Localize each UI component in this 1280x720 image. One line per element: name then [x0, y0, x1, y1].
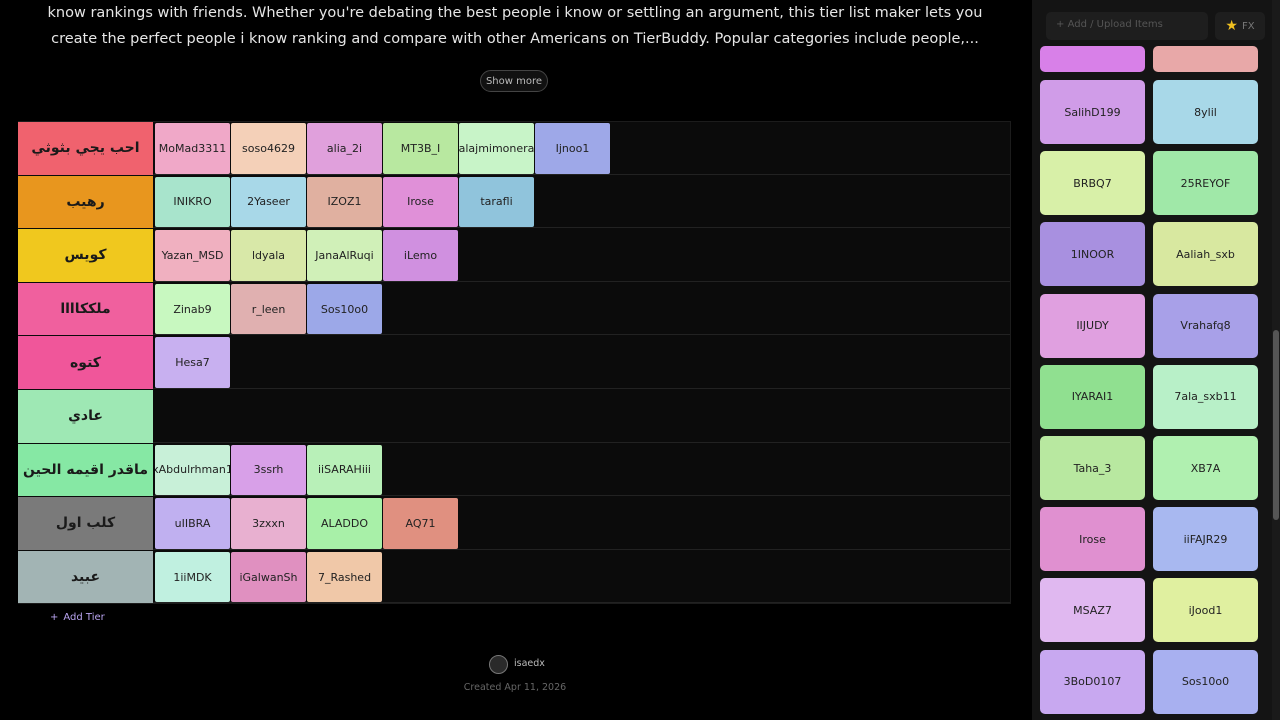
sidebar-item[interactable]: Taha_3	[1040, 436, 1145, 500]
tier-row	[153, 336, 1010, 389]
tier-item[interactable]: AQ71	[383, 498, 458, 549]
sidebar-item[interactable]: 7ala_sxb11	[1153, 364, 1258, 429]
tier-item[interactable]: 1iiMDK	[155, 551, 230, 603]
tier-item[interactable]: iLemo	[383, 230, 458, 281]
tier-item[interactable]: 3ssrh	[231, 444, 306, 496]
tier-item[interactable]: Zinab9	[155, 283, 230, 335]
tier-item[interactable]: 3zxxn	[231, 498, 306, 549]
tier-item[interactable]: ALADDO	[307, 498, 382, 549]
sidebar-item[interactable]: BRBQ7	[1040, 151, 1145, 216]
intro-line: know rankings with friends. Whether you'…	[47, 5, 983, 21]
tier-item[interactable]: MoMad3311	[155, 123, 230, 174]
tier-item[interactable]: tarafli	[459, 176, 534, 228]
sidebar-item[interactable]: iJood1	[1153, 578, 1258, 643]
tier-item[interactable]: r_leen	[231, 283, 306, 335]
avatar	[489, 655, 508, 674]
sidebar-item[interactable]: XB7A	[1153, 436, 1258, 500]
sidebar-item[interactable]: IYARAI1	[1040, 364, 1145, 429]
tier-item[interactable]: Yazan_MSD	[155, 230, 230, 281]
tier-label[interactable]: كويس	[18, 229, 153, 282]
show-more-button[interactable]: Show more	[480, 70, 548, 92]
scrollbar[interactable]	[1272, 0, 1280, 720]
sidebar-item[interactable]: 8ylil	[1153, 80, 1258, 144]
tier-item[interactable]: uIIBRA	[155, 498, 230, 549]
sidebar-item[interactable]: 25REYOF	[1153, 151, 1258, 216]
sidebar-item[interactable]: 3BoD0107	[1040, 649, 1145, 714]
tier-item[interactable]: 7_Rashed	[307, 551, 382, 603]
username[interactable]: isaedx	[514, 658, 545, 669]
sidebar-item[interactable]	[1153, 46, 1258, 72]
tier-item[interactable]: Ijnoo1	[535, 123, 610, 174]
tier-item[interactable]: iGalwanSh	[231, 551, 306, 603]
sidebar-item[interactable]	[1040, 46, 1145, 72]
sidebar-item[interactable]: Sos10o0	[1153, 649, 1258, 714]
tier-item[interactable]: 2Yaseer	[231, 176, 306, 228]
tier-item[interactable]: MT3B_I	[383, 123, 458, 174]
tier-item[interactable]: Hesa7	[155, 337, 230, 388]
tier-label[interactable]: ملككاااا	[18, 282, 153, 336]
search-placeholder: Add / Upload Items	[1067, 19, 1163, 30]
tier-item[interactable]: ldyala	[231, 230, 306, 281]
sidebar-item[interactable]: IIJUDY	[1040, 293, 1145, 358]
tier-label[interactable]: كتوه	[18, 336, 153, 389]
sidebar-item[interactable]: SalihD199	[1040, 80, 1145, 144]
fx-label: FX	[1241, 20, 1255, 32]
fx-button[interactable]: ★ FX	[1215, 12, 1265, 40]
tier-label[interactable]: ماقدر اقيمه الحين	[18, 443, 153, 497]
tier-label[interactable]: رهيب	[18, 175, 153, 229]
tier-label[interactable]: عبيد	[18, 550, 153, 604]
tier-item[interactable]: iiSARAHiii	[307, 444, 382, 496]
created-date: Created Apr 11, 2026	[463, 682, 567, 693]
tier-label[interactable]: كلب اول	[18, 497, 153, 550]
add-tier-button[interactable]: + Add Tier	[50, 612, 105, 623]
sidebar-item[interactable]: iiFAJR29	[1153, 507, 1258, 572]
tier-item[interactable]: alia_2i	[307, 123, 382, 174]
tier-item[interactable]: soso4629	[231, 123, 306, 174]
tier-label[interactable]: احب يجي بثوثي	[18, 122, 153, 175]
intro-line: create the perfect people i know ranking…	[51, 31, 979, 47]
tier-item[interactable]: IZOZ1	[307, 176, 382, 228]
tier-item[interactable]: alajmimonera	[459, 123, 534, 174]
tier-item[interactable]: xAbdulrhman1	[155, 444, 230, 496]
sidebar-item[interactable]: MSAZ7	[1040, 578, 1145, 643]
sidebar-item[interactable]: Aaliah_sxb	[1153, 222, 1258, 287]
tier-item[interactable]: Sos10o0	[307, 283, 382, 335]
search-input[interactable]: + Add / Upload Items	[1046, 12, 1208, 40]
sidebar-item[interactable]: 1INOOR	[1040, 222, 1145, 287]
tier-label[interactable]: عادي	[18, 390, 153, 443]
sidebar-item[interactable]: Vrahafq8	[1153, 293, 1258, 358]
add-tier-label: Add Tier	[63, 612, 105, 623]
tier-item[interactable]: JanaAlRuqi	[307, 230, 382, 281]
tier-row	[153, 390, 1010, 443]
sidebar-item[interactable]: Irose	[1040, 507, 1145, 572]
tier-item[interactable]: Irose	[383, 176, 458, 228]
tier-item[interactable]: INIKRO	[155, 176, 230, 228]
